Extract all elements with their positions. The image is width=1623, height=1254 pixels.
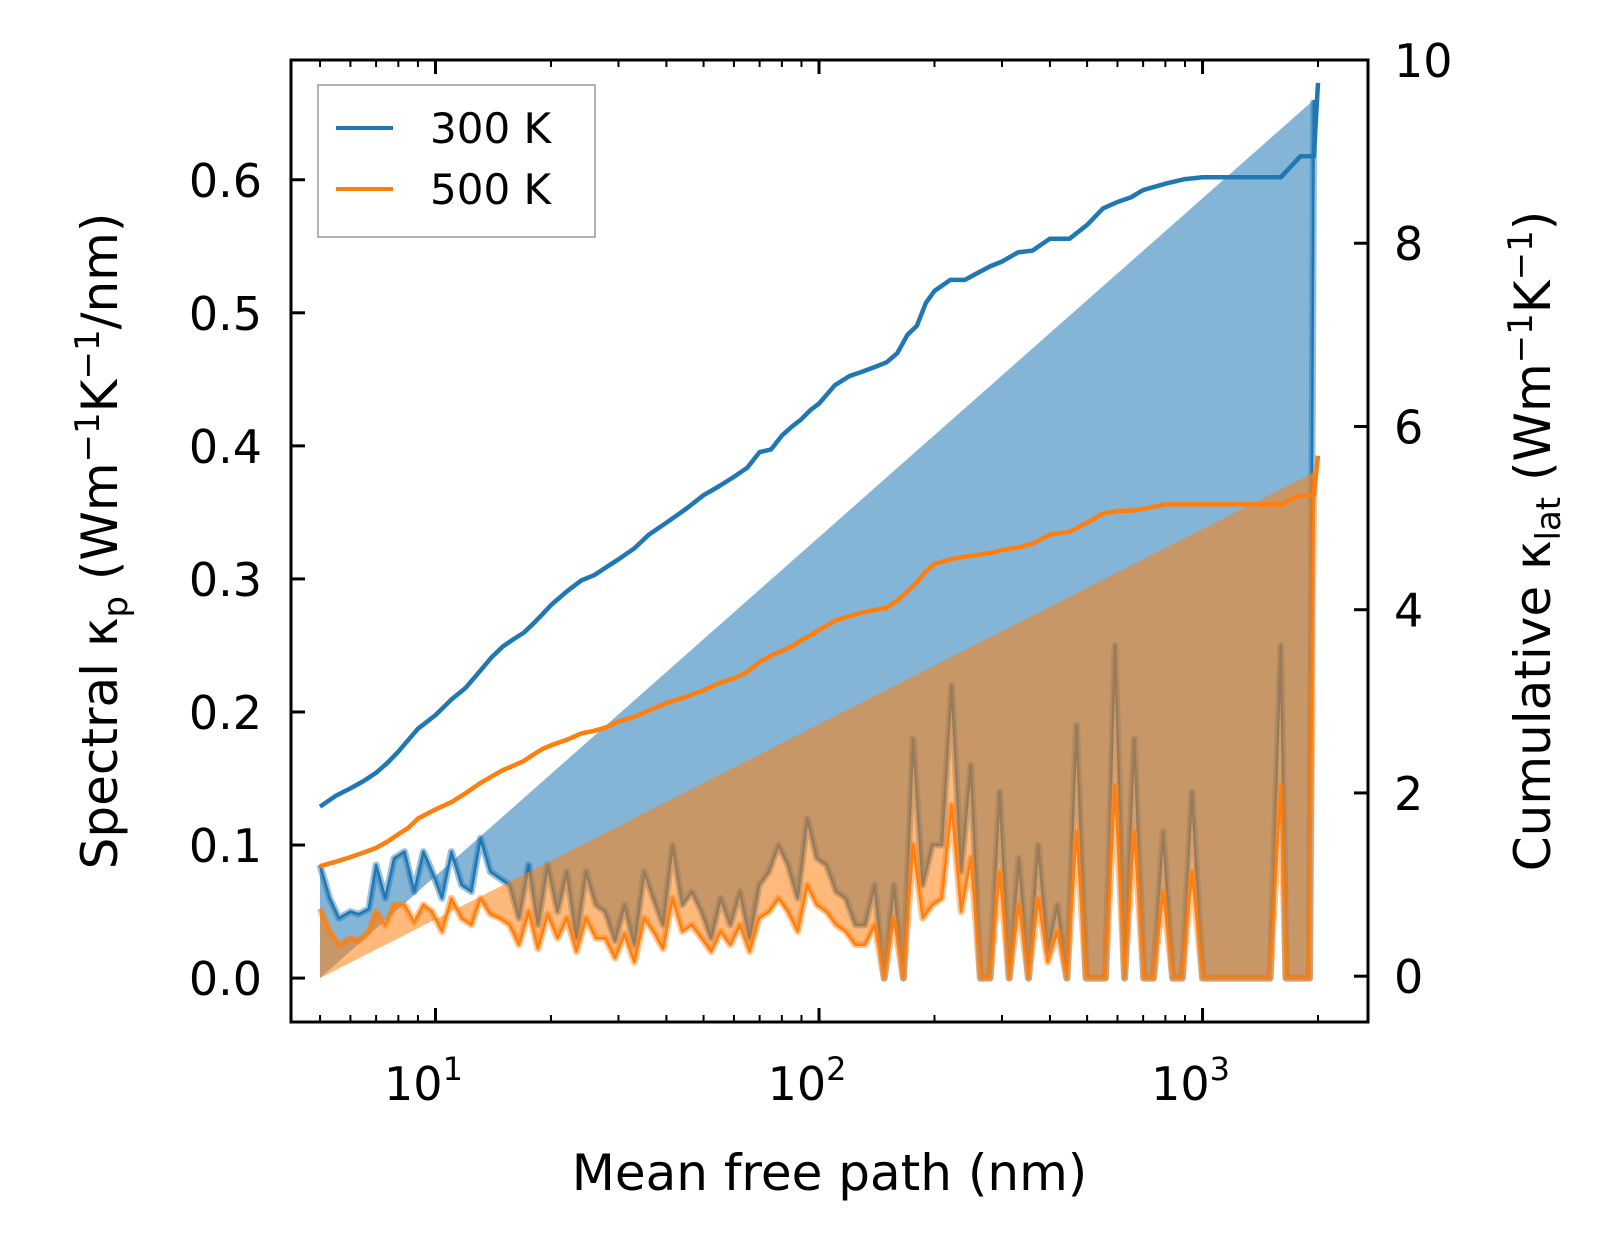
spectral-series-layer: [316, 99, 1318, 982]
right-tick-label: 6: [1394, 400, 1423, 454]
left-axis-label: Spectral κp (Wm−1K−1/nm): [68, 213, 136, 870]
right-tick-label: 10: [1394, 34, 1453, 88]
legend-frame: [317, 84, 596, 238]
right-tick-label: 8: [1394, 217, 1423, 271]
x-axis-label: Mean free path (nm): [572, 1144, 1088, 1202]
left-tick-label: 0.6: [189, 154, 262, 208]
left-tick-label: 0.0: [189, 952, 262, 1006]
right-tick-label: 4: [1394, 584, 1423, 638]
plot-frame: [289, 58, 1370, 1024]
legend: 300 K 500 K: [317, 84, 596, 238]
spectral-area-500k: [320, 472, 1314, 979]
left-tick-label: 0.5: [189, 287, 262, 341]
right-tick-label: 0: [1394, 950, 1423, 1004]
left-tick-label: 0.2: [189, 686, 262, 740]
left-tick-label: 0.3: [189, 553, 262, 607]
legend-label-300k: 300 K: [430, 104, 553, 153]
cumulative-line-500k: [319, 455, 1321, 869]
right-axis-label: Cumulative κlat (Wm−1K−1): [1501, 211, 1569, 871]
spectral-line-500k: [318, 472, 1316, 980]
right-axis-ticks: 0 2 4 6 8 10: [1354, 34, 1453, 1004]
left-axis-ticks: 0.0 0.1 0.2 0.3 0.4 0.5 0.6: [189, 154, 305, 1006]
x-tick-label: 102: [768, 1050, 847, 1111]
cumulative-series-layer: [318, 82, 1321, 869]
left-tick-label: 0.1: [189, 819, 262, 873]
x-tick-label: 103: [1151, 1050, 1230, 1111]
left-tick-label: 0.4: [189, 420, 262, 474]
x-axis-ticks: 101 102 103: [319, 60, 1320, 1111]
cumulative-line-300k: [318, 82, 1321, 809]
right-tick-label: 2: [1394, 767, 1423, 821]
legend-label-500k: 500 K: [430, 165, 553, 214]
x-tick-label: 101: [384, 1050, 463, 1111]
